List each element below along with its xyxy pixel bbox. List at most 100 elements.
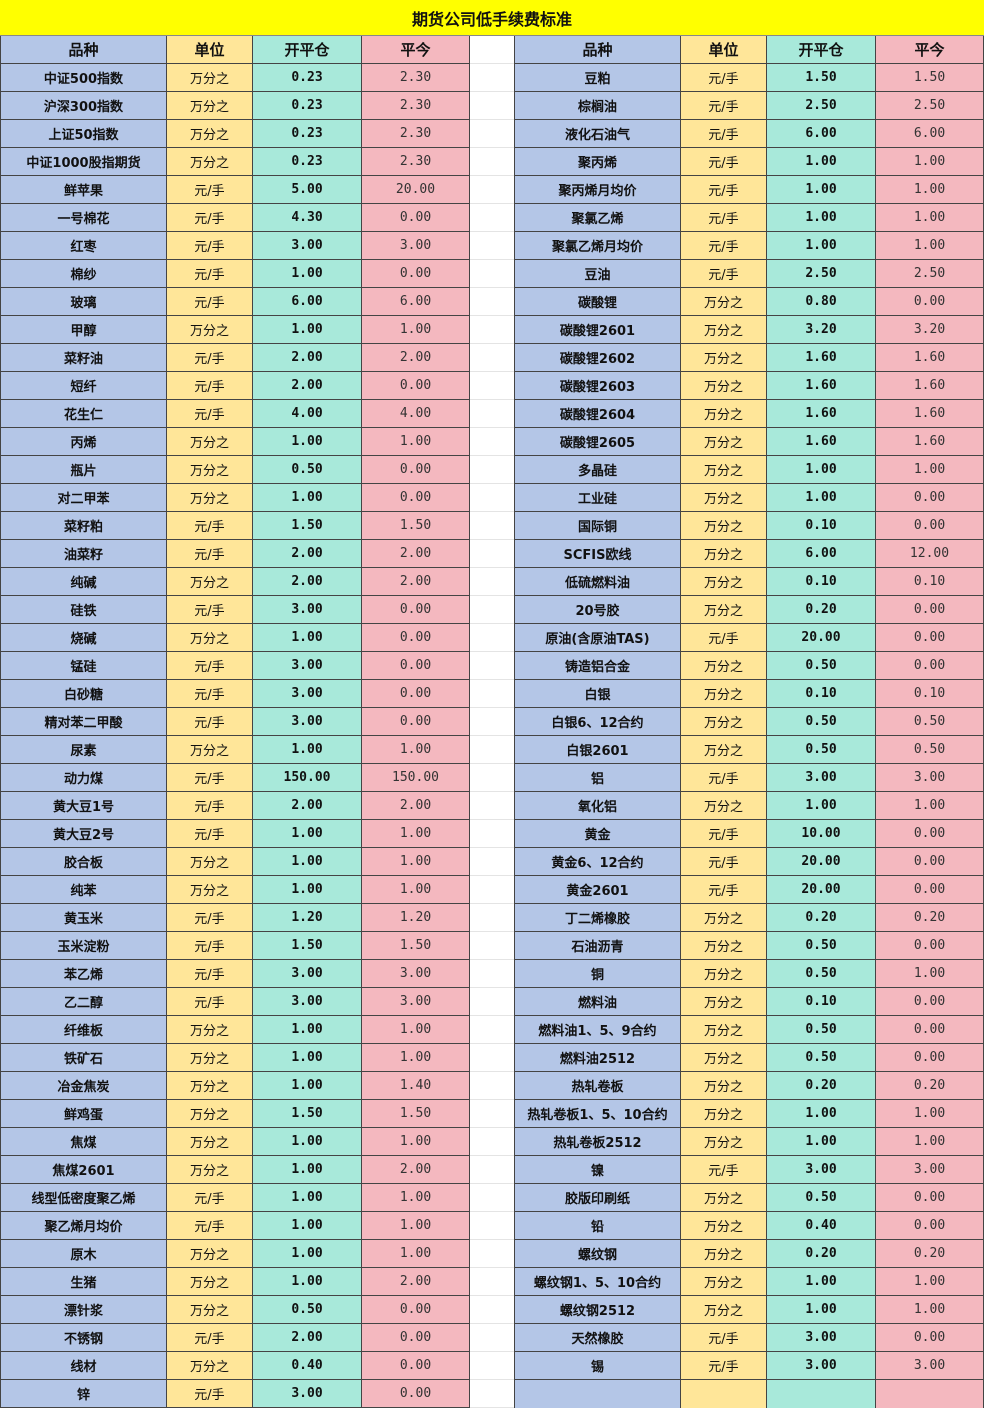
- table-row: 热轧卷板 万分之 0.20 0.20: [514, 1072, 984, 1100]
- close-today-fee-cell: 1.00: [876, 232, 984, 260]
- close-today-fee-cell: 1.50: [362, 1100, 470, 1128]
- unit-cell: 万分之: [681, 344, 767, 372]
- unit-cell: 元/手: [167, 344, 253, 372]
- close-today-fee-cell: 1.00: [362, 1044, 470, 1072]
- open-close-fee-cell: 150.00: [253, 764, 362, 792]
- unit-cell: 元/手: [167, 512, 253, 540]
- table-row: 棉纱 元/手 1.00 0.00: [0, 260, 470, 288]
- unit-cell: 万分之: [167, 1128, 253, 1156]
- close-today-fee-cell: 1.60: [876, 428, 984, 456]
- unit-cell: 元/手: [167, 708, 253, 736]
- variety-cell: 热轧卷板1、5、10合约: [514, 1100, 681, 1128]
- close-today-fee-cell: 1.00: [362, 316, 470, 344]
- table-row: 菜籽油 元/手 2.00 2.00: [0, 344, 470, 372]
- open-close-fee-cell: 1.00: [767, 792, 876, 820]
- variety-cell: 聚丙烯月均价: [514, 176, 681, 204]
- open-close-fee-cell: 3.00: [253, 596, 362, 624]
- variety-cell: 纤维板: [0, 1016, 167, 1044]
- variety-cell: 黄大豆1号: [0, 792, 167, 820]
- open-close-fee-cell: 1.00: [767, 484, 876, 512]
- variety-cell: 中证1000股指期货: [0, 148, 167, 176]
- table-row: 精对苯二甲酸 元/手 3.00 0.00: [0, 708, 470, 736]
- variety-cell: 碳酸锂2603: [514, 372, 681, 400]
- unit-cell: 元/手: [167, 932, 253, 960]
- open-close-fee-cell: 1.60: [767, 344, 876, 372]
- table-row: 纯碱 万分之 2.00 2.00: [0, 568, 470, 596]
- variety-cell: 镍: [514, 1156, 681, 1184]
- variety-cell: 鲜苹果: [0, 176, 167, 204]
- open-close-fee-cell: 1.00: [253, 820, 362, 848]
- table-row: 硅铁 元/手 3.00 0.00: [0, 596, 470, 624]
- variety-cell: 菜籽油: [0, 344, 167, 372]
- unit-cell: 元/手: [681, 120, 767, 148]
- open-close-fee-cell: 1.50: [767, 64, 876, 92]
- variety-cell: 黄金2601: [514, 876, 681, 904]
- table-row: 工业硅 万分之 1.00 0.00: [514, 484, 984, 512]
- unit-cell: 元/手: [167, 904, 253, 932]
- table-row: 焦煤2601 万分之 1.00 2.00: [0, 1156, 470, 1184]
- unit-cell: 万分之: [681, 288, 767, 316]
- unit-cell: 万分之: [167, 1016, 253, 1044]
- variety-cell: 不锈钢: [0, 1324, 167, 1352]
- unit-cell: 元/手: [167, 372, 253, 400]
- open-close-fee-cell: 0.20: [767, 596, 876, 624]
- table-row: 锡元/手 3.00 3.00: [514, 1352, 984, 1380]
- variety-cell: 甲醇: [0, 316, 167, 344]
- unit-cell: 万分之: [681, 1128, 767, 1156]
- open-close-fee-cell: 0.50: [767, 1044, 876, 1072]
- open-close-fee-cell: 2.00: [253, 1324, 362, 1352]
- variety-cell: 硅铁: [0, 596, 167, 624]
- open-close-fee-cell: 0.23: [253, 148, 362, 176]
- variety-cell: 丙烯: [0, 428, 167, 456]
- unit-cell: 万分之: [681, 568, 767, 596]
- open-close-fee-cell: 1.50: [253, 932, 362, 960]
- variety-cell: 原木: [0, 1240, 167, 1268]
- open-close-fee-cell: 4.30: [253, 204, 362, 232]
- table-row: 原木 万分之 1.00 1.00: [0, 1240, 470, 1268]
- variety-cell: 聚乙烯月均价: [0, 1212, 167, 1240]
- close-today-fee-cell: 0.00: [362, 1380, 470, 1408]
- unit-cell: 万分之: [681, 1072, 767, 1100]
- open-close-fee-cell: 1.00: [253, 1268, 362, 1296]
- close-today-fee-cell: 4.00: [362, 400, 470, 428]
- unit-cell: 元/手: [167, 1380, 253, 1408]
- open-close-fee-cell: 2.00: [253, 568, 362, 596]
- table-row: 低硫燃料油 万分之 0.10 0.10: [514, 568, 984, 596]
- variety-cell: 白银2601: [514, 736, 681, 764]
- table-row: 黄大豆1号 元/手 2.00 2.00: [0, 792, 470, 820]
- variety-cell: 丁二烯橡胶: [514, 904, 681, 932]
- unit-cell: 万分之: [167, 1268, 253, 1296]
- open-close-fee-cell: 3.00: [253, 960, 362, 988]
- unit-cell: 元/手: [167, 680, 253, 708]
- variety-cell: 黄金: [514, 820, 681, 848]
- close-today-fee-cell: 1.00: [362, 820, 470, 848]
- open-close-fee-cell: 3.00: [253, 988, 362, 1016]
- variety-cell: 精对苯二甲酸: [0, 708, 167, 736]
- table-row: 天然橡胶 元/手 3.00 0.00: [514, 1324, 984, 1352]
- table-row: 上证50指数 万分之 0.23 2.30: [0, 120, 470, 148]
- variety-cell: 红枣: [0, 232, 167, 260]
- close-today-fee-cell: 0.20: [876, 1072, 984, 1100]
- variety-cell: 铁矿石: [0, 1044, 167, 1072]
- unit-cell: 万分之: [681, 708, 767, 736]
- table-row: 聚氯乙烯月均价 元/手 1.00 1.00: [514, 232, 984, 260]
- open-close-fee-cell: 1.20: [253, 904, 362, 932]
- open-close-fee-cell: 3.00: [253, 708, 362, 736]
- close-today-fee-cell: 6.00: [876, 120, 984, 148]
- open-close-fee-cell: 1.00: [253, 316, 362, 344]
- unit-cell: 万分之: [167, 456, 253, 484]
- unit-cell: 元/手: [681, 764, 767, 792]
- variety-cell: 生猪: [0, 1268, 167, 1296]
- unit-cell: 元/手: [167, 1324, 253, 1352]
- table-row: 20号胶 万分之 0.20 0.00: [514, 596, 984, 624]
- empty-cell: [876, 1380, 984, 1408]
- unit-cell: 元/手: [681, 92, 767, 120]
- close-today-fee-cell: 0.00: [362, 456, 470, 484]
- open-close-fee-cell: 0.10: [767, 512, 876, 540]
- close-today-fee-cell: 1.40: [362, 1072, 470, 1100]
- open-close-fee-cell: 3.00: [767, 764, 876, 792]
- unit-cell: 元/手: [167, 400, 253, 428]
- variety-cell: 黄金6、12合约: [514, 848, 681, 876]
- table-row: 碳酸锂2601 万分之 3.20 3.20: [514, 316, 984, 344]
- open-close-fee-cell: 0.50: [767, 932, 876, 960]
